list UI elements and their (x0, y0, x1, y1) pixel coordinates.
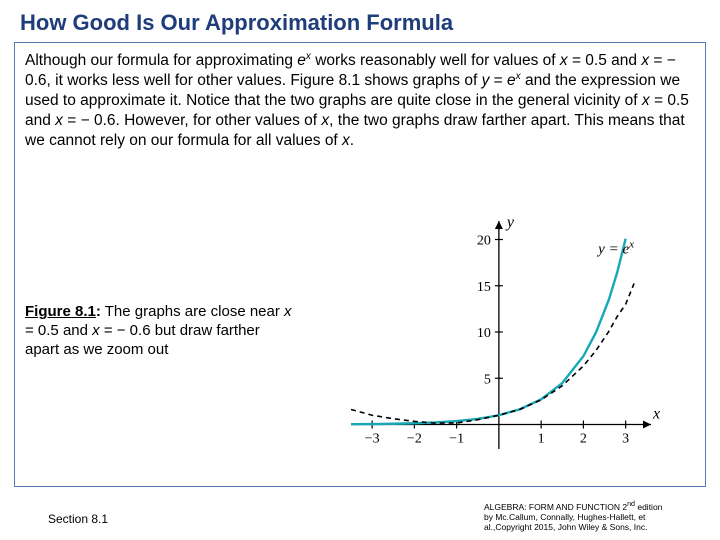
svg-text:y = ex: y = ex (596, 238, 634, 257)
svg-text:−2: −2 (407, 432, 422, 447)
copyright-text: ALGEBRA: FORM AND FUNCTION 2nd editionby… (484, 500, 702, 532)
svg-text:10: 10 (477, 326, 491, 341)
chart-figure: −3 −2 −1 1 2 3 5 10 15 20 x y y = ex (311, 203, 691, 473)
svg-text:20: 20 (477, 234, 491, 249)
page-title: How Good Is Our Approximation Formula (0, 0, 720, 42)
svg-text:−3: −3 (365, 432, 380, 447)
svg-text:15: 15 (477, 280, 491, 295)
body-paragraph: Although our formula for approximating e… (25, 51, 695, 150)
content-box: Although our formula for approximating e… (14, 42, 706, 487)
svg-text:1: 1 (538, 432, 545, 447)
svg-text:3: 3 (622, 432, 629, 447)
figure-caption: Figure 8.1: The graphs are close near x … (25, 303, 295, 359)
svg-text:2: 2 (580, 432, 587, 447)
chart-svg: −3 −2 −1 1 2 3 5 10 15 20 x y y = ex (311, 203, 691, 473)
svg-text:−1: −1 (449, 432, 464, 447)
svg-text:5: 5 (484, 372, 491, 387)
svg-text:y: y (505, 214, 515, 231)
svg-text:x: x (652, 406, 660, 423)
section-label: Section 8.1 (48, 512, 108, 526)
